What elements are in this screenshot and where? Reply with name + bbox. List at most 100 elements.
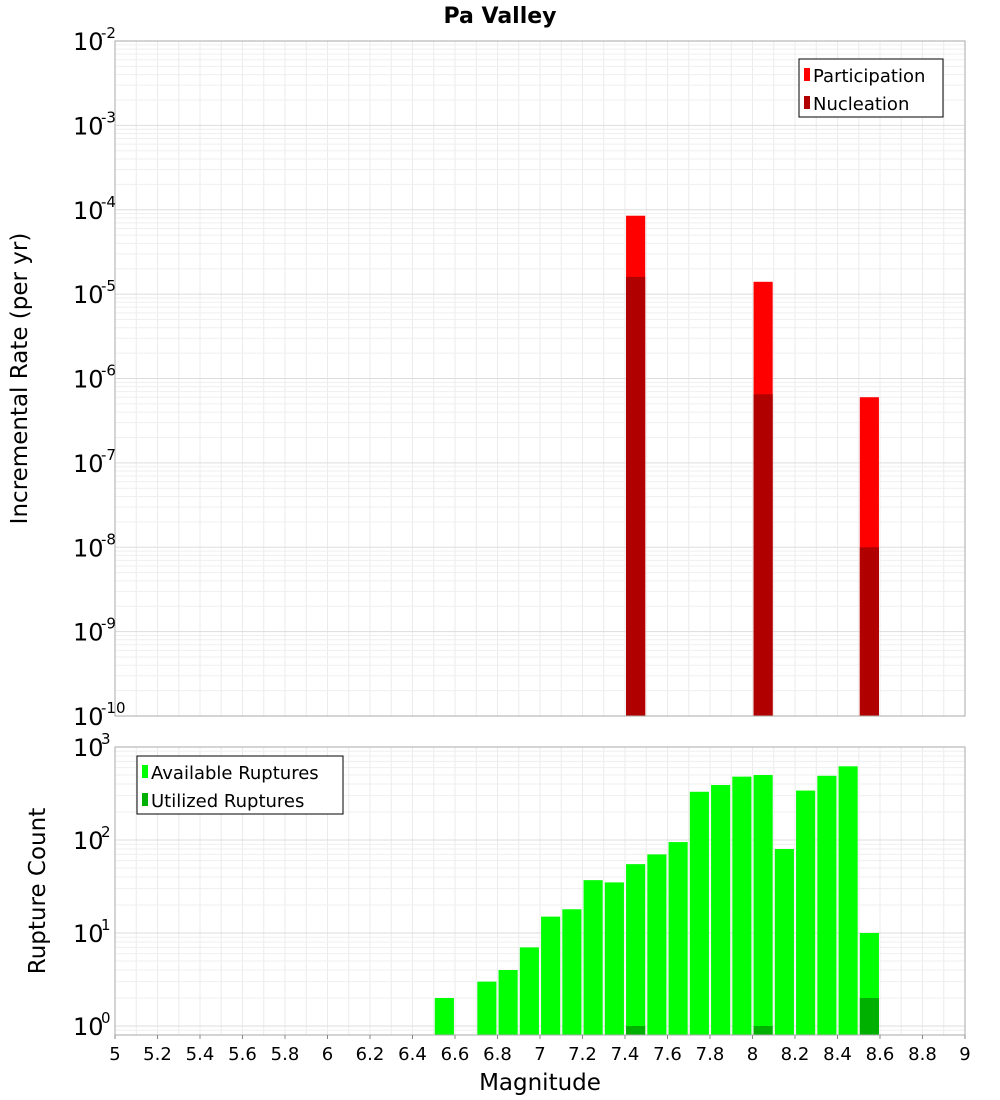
bottom-bar-s1 [711,785,731,1035]
x-tick-label: 7.6 [653,1044,682,1065]
bottom-bar-s1 [583,880,603,1035]
y-tick-exponent: -10 [101,699,126,717]
top-y-tick-label: 10-9 [73,615,116,647]
x-tick-label: 5.8 [271,1044,300,1065]
x-tick-label: 5.2 [143,1044,172,1065]
x-tick-label: 7.8 [696,1044,725,1065]
y-tick-exponent: -5 [101,277,116,295]
bottom-bar-s1 [541,916,561,1035]
y-tick-base: 10 [73,450,104,478]
x-tick-label: 8.8 [908,1044,937,1065]
y-tick-exponent: -6 [101,362,116,380]
bottom-bar-s1 [604,882,624,1035]
bottom-bar-s1 [477,981,497,1035]
y-tick-exponent: -3 [101,108,116,126]
y-tick-base: 10 [73,734,104,762]
legend-entry: Available Ruptures [151,763,319,784]
bottom-y-tick-label: 103 [73,730,111,762]
y-tick-exponent: -2 [101,24,116,42]
bottom-bar-s1 [668,842,688,1035]
top-y-tick-label: 10-6 [73,362,116,394]
bottom-bar-s1 [626,864,646,1035]
bottom-bar-s1 [434,997,454,1035]
bottom-y-tick-label: 101 [73,916,111,948]
bottom-bar-s1 [838,766,858,1035]
y-tick-base: 10 [73,28,104,56]
bottom-bar-s2 [626,1025,646,1035]
top-bar-s2 [626,276,646,716]
bottom-bar-s1 [498,969,518,1035]
x-tick-label: 6.2 [356,1044,385,1065]
legend-entry: Participation [813,66,925,87]
y-tick-exponent: -4 [101,193,116,211]
y-tick-exponent: 0 [101,1009,111,1027]
x-axis-label: Magnitude [479,1070,601,1096]
x-tick-label: 9 [959,1044,970,1065]
top-y-tick-label: 10-3 [73,108,116,140]
y-tick-base: 10 [73,827,104,855]
bottom-bar-s1 [774,849,794,1035]
top-y-tick-label: 10-10 [73,699,126,731]
bottom-bar-s1 [817,775,837,1035]
y-tick-base: 10 [73,366,104,394]
top-y-axis-label: Incremental Rate (per yr) [7,233,33,525]
bottom-legend: Available Ruptures Utilized Ruptures [136,755,344,815]
y-tick-base: 10 [73,534,104,562]
x-tick-label: 5.4 [186,1044,215,1065]
top-bar-s2 [859,547,879,716]
legend-swatch [142,765,148,778]
bottom-bar-s2 [753,1025,773,1035]
bottom-bar-s1 [796,790,816,1035]
chart-title: Pa Valley [443,4,556,29]
y-tick-base: 10 [73,619,104,647]
bottom-bar-s1 [562,909,582,1035]
legend-swatch [142,793,148,806]
y-tick-base: 10 [73,1013,104,1041]
top-y-tick-label: 10-7 [73,446,116,478]
legend-box [136,755,344,815]
bottom-bar-s1 [753,774,773,1035]
x-tick-label: 7 [534,1044,545,1065]
top-y-tick-label: 10-5 [73,277,116,309]
y-tick-exponent: -8 [101,530,116,548]
y-tick-exponent: 2 [101,823,111,841]
bottom-bar-s1 [647,854,667,1035]
legend-entry: Utilized Ruptures [151,791,304,812]
y-tick-exponent: 1 [101,916,111,934]
x-tick-label: 5 [109,1044,120,1065]
bottom-y-axis-label: Rupture Count [25,808,51,974]
x-tick-label: 8.4 [823,1044,852,1065]
y-tick-base: 10 [73,197,104,225]
legend-swatch [804,68,810,81]
x-tick-label: 6.8 [483,1044,512,1065]
y-tick-base: 10 [73,281,104,309]
legend-swatch [804,96,810,109]
legend-entry: Nucleation [813,94,909,115]
bottom-y-tick-label: 102 [73,823,111,855]
x-tick-label: 7.4 [611,1044,640,1065]
x-tick-label: 8 [747,1044,758,1065]
y-tick-base: 10 [73,112,104,140]
top-y-tick-label: 10-8 [73,530,116,562]
x-tick-label: 5.6 [228,1044,257,1065]
y-tick-exponent: -9 [101,615,116,633]
bottom-bar-s1 [689,791,709,1035]
top-plot-area [114,40,966,717]
bottom-y-tick-label: 100 [73,1009,111,1041]
x-tick-label: 7.2 [568,1044,597,1065]
bottom-bar-s1 [519,947,539,1035]
x-tick-label: 8.6 [866,1044,895,1065]
y-tick-base: 10 [73,703,104,731]
x-tick-label: 6 [322,1044,333,1065]
y-tick-exponent: -7 [101,446,116,464]
legend-box [798,58,944,118]
top-bar-s2 [753,394,773,716]
top-y-tick-label: 10-4 [73,193,116,225]
x-tick-label: 8.2 [781,1044,810,1065]
y-tick-base: 10 [73,920,104,948]
top-y-tick-label: 10-2 [73,24,116,56]
x-tick-label: 6.6 [441,1044,470,1065]
y-tick-exponent: 3 [101,730,111,748]
x-tick-label: 6.4 [398,1044,427,1065]
